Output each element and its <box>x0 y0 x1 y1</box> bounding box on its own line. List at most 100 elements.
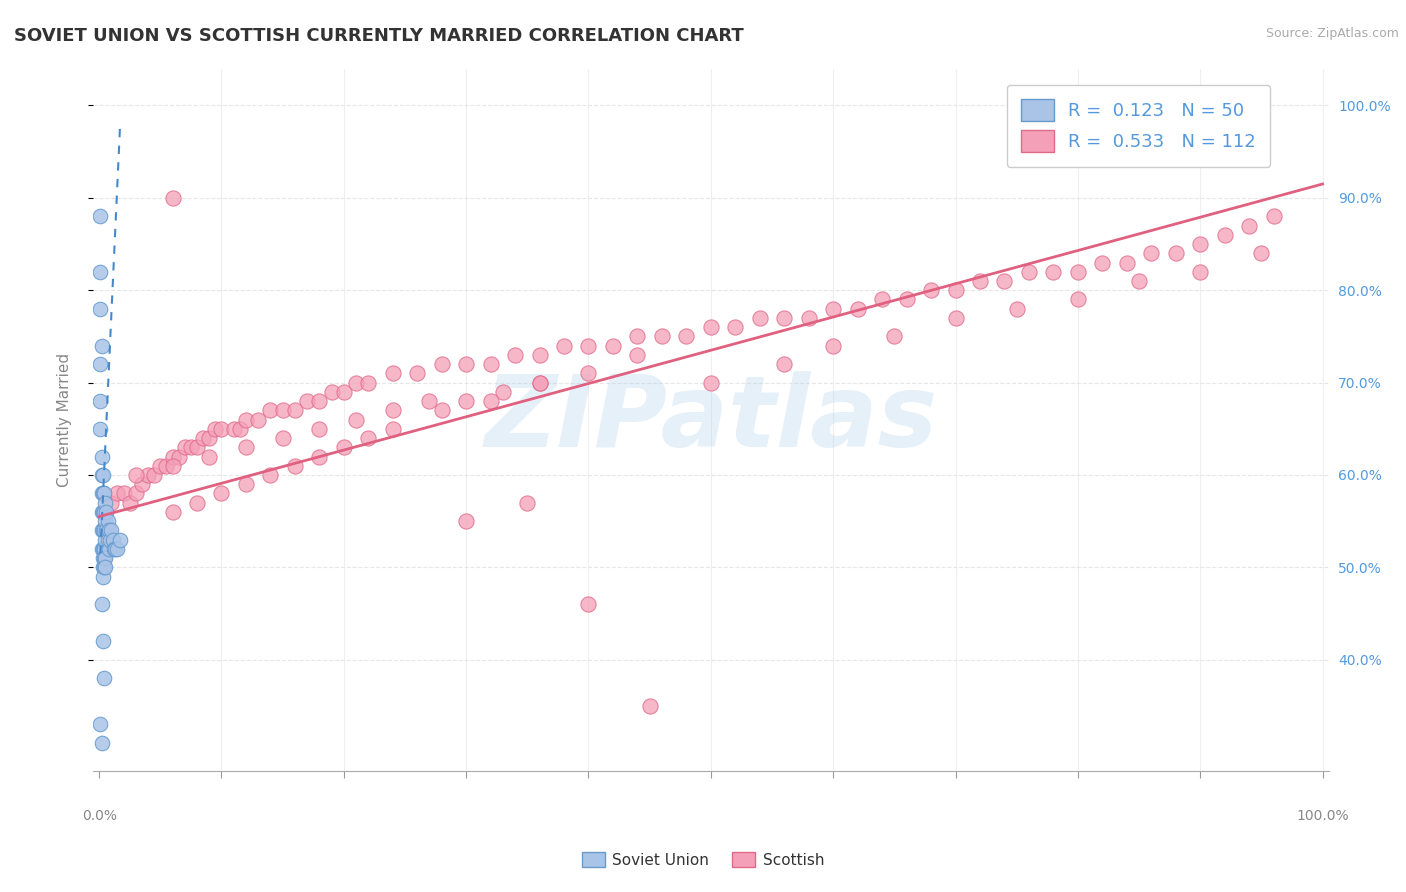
Point <box>89 717 111 731</box>
Point <box>846 301 869 316</box>
Point <box>271 403 294 417</box>
Point <box>456 357 478 371</box>
Point <box>492 384 515 399</box>
Text: SOVIET UNION VS SCOTTISH CURRENTLY MARRIED CORRELATION CHART: SOVIET UNION VS SCOTTISH CURRENTLY MARRI… <box>14 27 744 45</box>
Point <box>91 569 114 583</box>
Point <box>91 467 114 482</box>
Point <box>91 551 114 566</box>
Point <box>529 376 551 390</box>
Point <box>406 367 429 381</box>
Point <box>89 422 111 436</box>
Point <box>162 191 184 205</box>
Point <box>381 403 404 417</box>
Point <box>529 348 551 362</box>
Point <box>993 274 1015 288</box>
Point <box>90 524 112 538</box>
Point <box>247 412 270 426</box>
Point <box>93 524 115 538</box>
Point <box>91 634 114 648</box>
Point <box>90 467 112 482</box>
Legend: Soviet Union, Scottish: Soviet Union, Scottish <box>574 844 832 875</box>
Point <box>1128 274 1150 288</box>
Point <box>91 505 114 519</box>
Point <box>186 440 208 454</box>
Point <box>896 293 918 307</box>
Point <box>89 301 111 316</box>
Point <box>479 394 502 409</box>
Point <box>93 551 115 566</box>
Point <box>578 339 600 353</box>
Point <box>357 431 380 445</box>
Point <box>186 496 208 510</box>
Point <box>94 560 117 574</box>
Point <box>700 320 723 334</box>
Point <box>381 422 404 436</box>
Point <box>1164 246 1187 260</box>
Point <box>89 265 111 279</box>
Point <box>162 450 184 464</box>
Point <box>90 450 112 464</box>
Point <box>284 458 307 473</box>
Point <box>98 533 121 547</box>
Point <box>104 541 127 556</box>
Point <box>1005 301 1028 316</box>
Point <box>271 431 294 445</box>
Point <box>284 403 307 417</box>
Point <box>229 422 252 436</box>
Point <box>107 541 129 556</box>
Point <box>516 496 538 510</box>
Point <box>333 440 356 454</box>
Point <box>724 320 747 334</box>
Point <box>155 458 177 473</box>
Y-axis label: Currently Married: Currently Married <box>58 352 72 487</box>
Point <box>883 329 905 343</box>
Point <box>103 541 125 556</box>
Point <box>456 394 478 409</box>
Point <box>920 283 942 297</box>
Point <box>235 412 257 426</box>
Point <box>149 458 172 473</box>
Point <box>1140 246 1163 260</box>
Point <box>1189 237 1212 252</box>
Point <box>90 736 112 750</box>
Point <box>578 367 600 381</box>
Point <box>180 440 202 454</box>
Point <box>94 514 117 528</box>
Point <box>125 486 148 500</box>
Point <box>479 357 502 371</box>
Point <box>204 422 226 436</box>
Point <box>167 450 190 464</box>
Point <box>259 403 281 417</box>
Point <box>626 329 648 343</box>
Text: 0.0%: 0.0% <box>82 809 117 823</box>
Point <box>969 274 991 288</box>
Point <box>91 560 114 574</box>
Point <box>381 367 404 381</box>
Point <box>945 310 967 325</box>
Point <box>162 505 184 519</box>
Point <box>823 301 845 316</box>
Point <box>90 505 112 519</box>
Point <box>675 329 697 343</box>
Point <box>638 698 661 713</box>
Point <box>773 310 796 325</box>
Point <box>107 486 129 500</box>
Point <box>308 394 330 409</box>
Point <box>93 671 115 685</box>
Point <box>191 431 214 445</box>
Point <box>1067 293 1090 307</box>
Point <box>94 505 117 519</box>
Point <box>90 339 112 353</box>
Point <box>748 310 770 325</box>
Point <box>626 348 648 362</box>
Point <box>651 329 673 343</box>
Point <box>430 403 453 417</box>
Point <box>96 505 118 519</box>
Point <box>1018 265 1040 279</box>
Point <box>456 514 478 528</box>
Point <box>93 505 115 519</box>
Point <box>112 486 135 500</box>
Point <box>553 339 575 353</box>
Point <box>1250 246 1272 260</box>
Point <box>89 210 111 224</box>
